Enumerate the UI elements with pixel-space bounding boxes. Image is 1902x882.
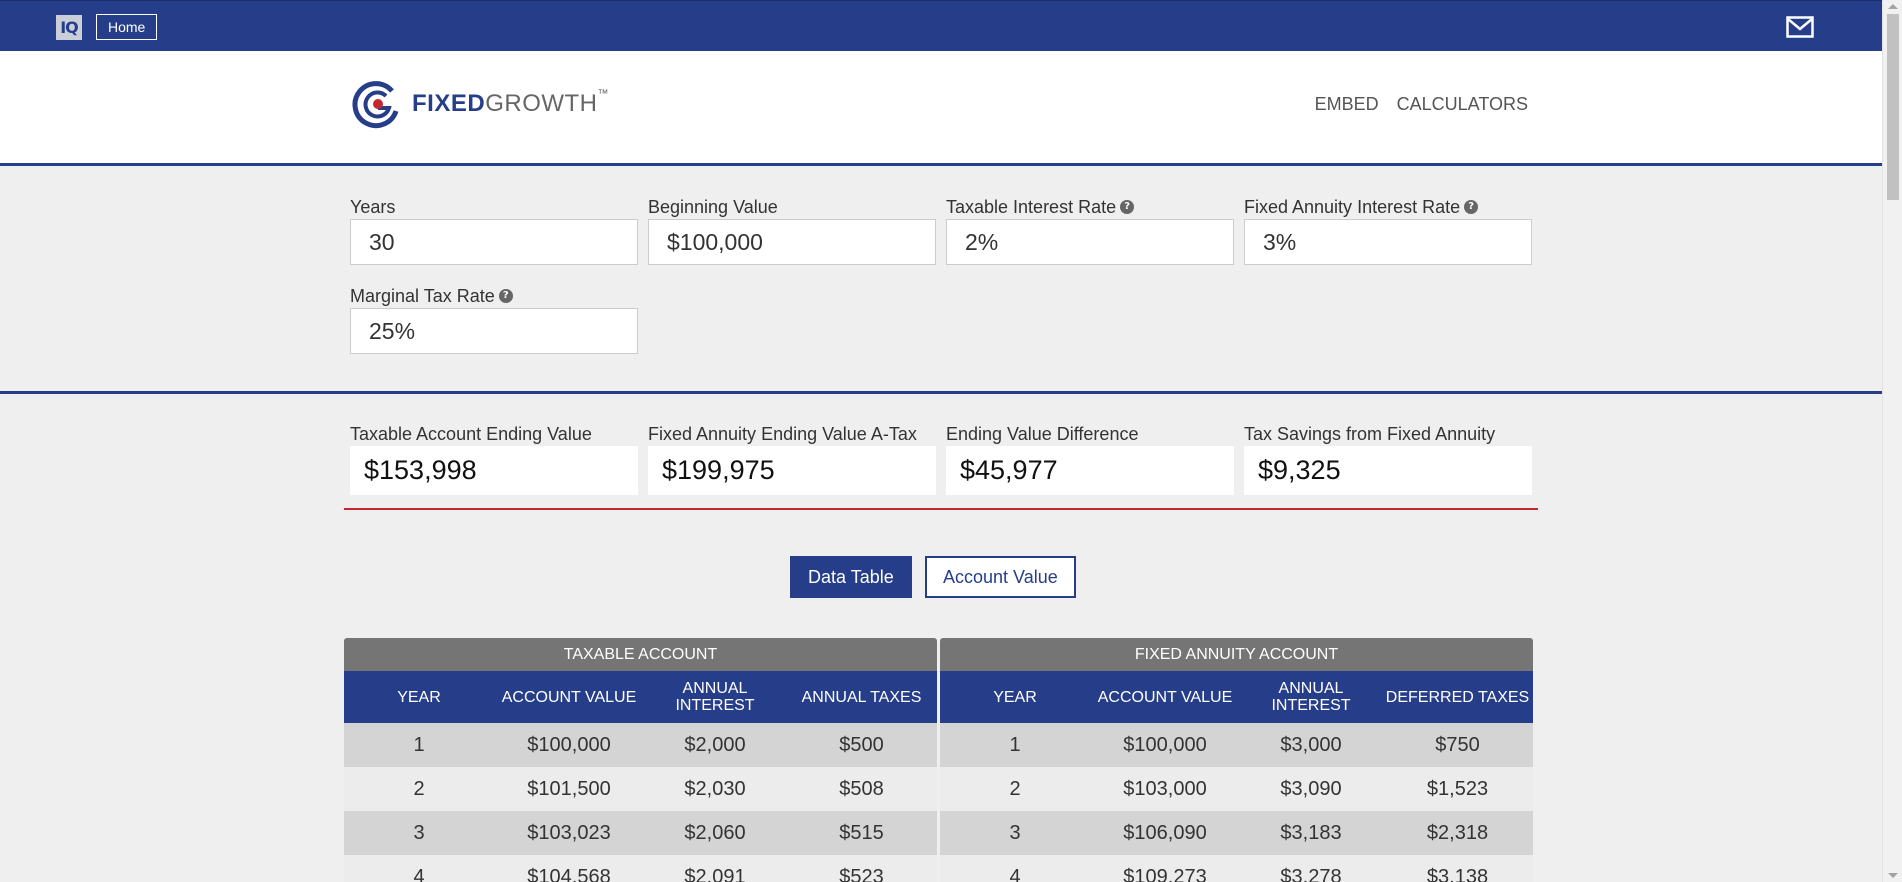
field-label: Marginal Tax Rate? bbox=[350, 284, 638, 308]
taxable-account-table: TAXABLE ACCOUNT YEAR ACCOUNT VALUE ANNUA… bbox=[344, 638, 937, 882]
mail-icon[interactable] bbox=[1786, 16, 1814, 38]
data-table-button[interactable]: Data Table bbox=[790, 556, 912, 598]
field-label: Beginning Value bbox=[648, 196, 778, 217]
help-icon[interactable]: ? bbox=[1464, 200, 1479, 214]
table-row: 1 $100,000 $2,000 $500 bbox=[344, 723, 937, 767]
beginning-value-input[interactable] bbox=[648, 219, 936, 265]
annuity-interest-rate-field: Fixed Annuity Interest Rate? bbox=[1244, 195, 1532, 265]
nav-calculators[interactable]: CALCULATORS bbox=[1396, 94, 1528, 114]
ending-value-difference: Ending Value Difference $45,977 bbox=[946, 422, 1234, 495]
years-input[interactable] bbox=[350, 219, 638, 265]
scroll-thumb[interactable] bbox=[1887, 14, 1899, 200]
inputs-section: Years Beginning Value Taxable Interest R… bbox=[0, 166, 1882, 394]
marginal-tax-rate-field: Marginal Tax Rate? bbox=[350, 284, 638, 354]
table-row: 2 $103,000 $3,090 $1,523 bbox=[940, 767, 1533, 811]
table-row: 1 $100,000 $3,000 $750 bbox=[940, 723, 1533, 767]
scroll-up-icon[interactable] bbox=[1888, 4, 1898, 9]
result-value: $199,975 bbox=[648, 446, 936, 495]
table-row: 2 $101,500 $2,030 $508 bbox=[344, 767, 937, 811]
nav-embed[interactable]: EMBED bbox=[1314, 94, 1379, 114]
table-title: TAXABLE ACCOUNT bbox=[344, 638, 937, 671]
target-logo-icon bbox=[352, 81, 399, 129]
field-label: Years bbox=[350, 196, 396, 217]
table-header: YEAR ACCOUNT VALUE ANNUAL INTEREST DEFER… bbox=[940, 671, 1533, 723]
divider bbox=[344, 508, 1538, 510]
result-value: $153,998 bbox=[350, 446, 638, 495]
scroll-down-icon[interactable] bbox=[1888, 873, 1898, 878]
fixedgrowth-logo[interactable]: FIXEDGROWTH™ bbox=[352, 78, 609, 130]
table-title: FIXED ANNUITY ACCOUNT bbox=[940, 638, 1533, 671]
home-button[interactable]: Home bbox=[96, 14, 158, 40]
iq-logo[interactable]: IQ bbox=[56, 15, 82, 40]
taxable-interest-rate-field: Taxable Interest Rate? bbox=[946, 195, 1234, 265]
table-row: 4 $109,273 $3,278 $3,138 bbox=[940, 855, 1533, 882]
taxable-interest-rate-input[interactable] bbox=[946, 219, 1234, 265]
field-label: Taxable Interest Rate? bbox=[946, 195, 1234, 219]
fixed-annuity-table: FIXED ANNUITY ACCOUNT YEAR ACCOUNT VALUE… bbox=[940, 638, 1533, 882]
result-value: $9,325 bbox=[1244, 446, 1532, 495]
help-icon[interactable]: ? bbox=[498, 289, 513, 303]
main-nav: EMBED CALCULATORS bbox=[1315, 94, 1528, 115]
field-label: Fixed Annuity Interest Rate? bbox=[1244, 195, 1532, 219]
top-bar: IQ Home bbox=[0, 0, 1882, 51]
table-header: YEAR ACCOUNT VALUE ANNUAL INTEREST ANNUA… bbox=[344, 671, 937, 723]
tax-savings: Tax Savings from Fixed Annuity $9,325 bbox=[1244, 422, 1532, 495]
table-row: 4 $104,568 $2,091 $523 bbox=[344, 855, 937, 882]
account-value-button[interactable]: Account Value bbox=[925, 556, 1076, 598]
taxable-ending-value: Taxable Account Ending Value $153,998 bbox=[350, 422, 638, 495]
result-value: $45,977 bbox=[946, 446, 1234, 495]
table-row: 3 $103,023 $2,060 $515 bbox=[344, 811, 937, 855]
site-header: FIXEDGROWTH™ EMBED CALCULATORS bbox=[0, 51, 1882, 166]
annuity-interest-rate-input[interactable] bbox=[1244, 219, 1532, 265]
logo-text: FIXEDGROWTH™ bbox=[412, 88, 609, 117]
marginal-tax-rate-input[interactable] bbox=[350, 308, 638, 354]
table-row: 3 $106,090 $3,183 $2,318 bbox=[940, 811, 1533, 855]
years-field: Years bbox=[350, 195, 638, 265]
annuity-ending-value: Fixed Annuity Ending Value A-Tax $199,97… bbox=[648, 422, 936, 495]
beginning-value-field: Beginning Value bbox=[648, 195, 936, 265]
help-icon[interactable]: ? bbox=[1120, 200, 1135, 214]
page-scrollbar[interactable] bbox=[1882, 0, 1902, 882]
